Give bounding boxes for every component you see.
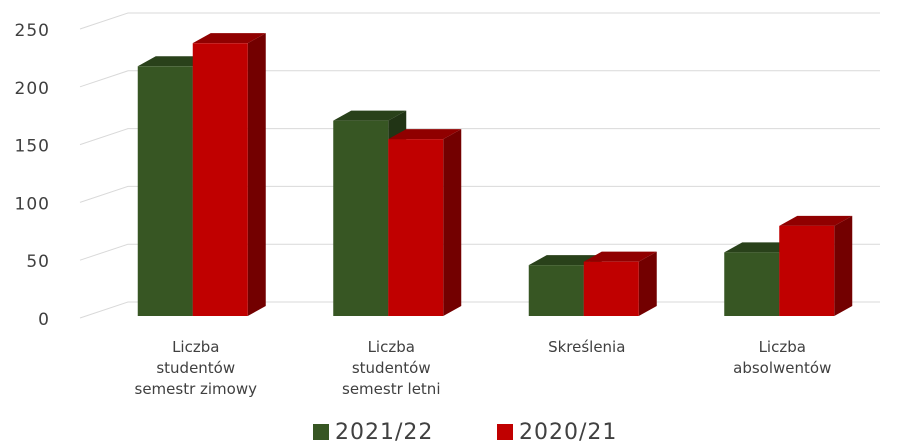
legend-label: 2020/21	[519, 420, 617, 443]
bar-front	[192, 43, 248, 317]
bar-front	[528, 265, 584, 316]
x-tick-label: Liczba studentów semestr letni	[342, 338, 440, 398]
bar-front	[137, 66, 193, 316]
bar-top	[388, 129, 462, 140]
x-tick-label: Liczba absolwentów	[733, 338, 831, 377]
bar-top	[137, 56, 211, 67]
x-tick-label-line: Liczba	[172, 338, 219, 356]
x-tick-label-line: studentów	[156, 359, 235, 377]
y-tick-label: 200	[15, 79, 50, 99]
x-tick-label-line: studentów	[352, 359, 431, 377]
x-tick-label-line: Liczba	[368, 338, 415, 356]
x-tick-label-line: Skreślenia	[548, 338, 625, 356]
bar-front	[583, 261, 639, 316]
bar	[583, 251, 657, 316]
bar-top	[583, 251, 657, 262]
bar	[388, 129, 462, 316]
y-tick-label: 100	[15, 194, 50, 214]
bar	[779, 215, 853, 316]
legend-swatch	[313, 424, 329, 440]
grid-line	[79, 128, 880, 146]
grid-line	[79, 70, 880, 88]
y-tick-label: 250	[15, 21, 50, 41]
bar-side	[247, 33, 266, 317]
bar-top	[724, 242, 798, 253]
x-tick-label: Liczba studentów semestr zimowy	[135, 338, 258, 398]
bar-top	[333, 110, 407, 121]
x-tick-label-line: semestr zimowy	[135, 380, 258, 398]
bar-front	[724, 252, 780, 316]
grid-line	[79, 243, 880, 261]
x-tick-label-line: semestr letni	[342, 380, 440, 398]
y-tick-label: 50	[26, 252, 50, 272]
legend-swatch	[497, 424, 513, 440]
y-tick-label: 0	[38, 310, 50, 330]
bar-top	[192, 33, 266, 44]
bar-side	[443, 129, 462, 316]
legend-label: 2021/22	[335, 420, 433, 443]
bar-front	[779, 225, 835, 316]
x-tick-label-line: absolwentów	[733, 359, 831, 377]
bar-top	[528, 255, 602, 266]
bar-front	[388, 139, 444, 316]
bar-side	[638, 251, 657, 316]
x-tick-label: Skreślenia	[548, 338, 625, 356]
bar-side	[834, 215, 853, 316]
bar-front	[333, 120, 389, 316]
y-tick-label: 150	[15, 137, 50, 157]
bar-top	[779, 215, 853, 226]
grid-line	[79, 12, 880, 30]
grid-line	[79, 185, 880, 203]
bar	[192, 33, 266, 317]
x-tick-label-line: Liczba	[759, 338, 806, 356]
